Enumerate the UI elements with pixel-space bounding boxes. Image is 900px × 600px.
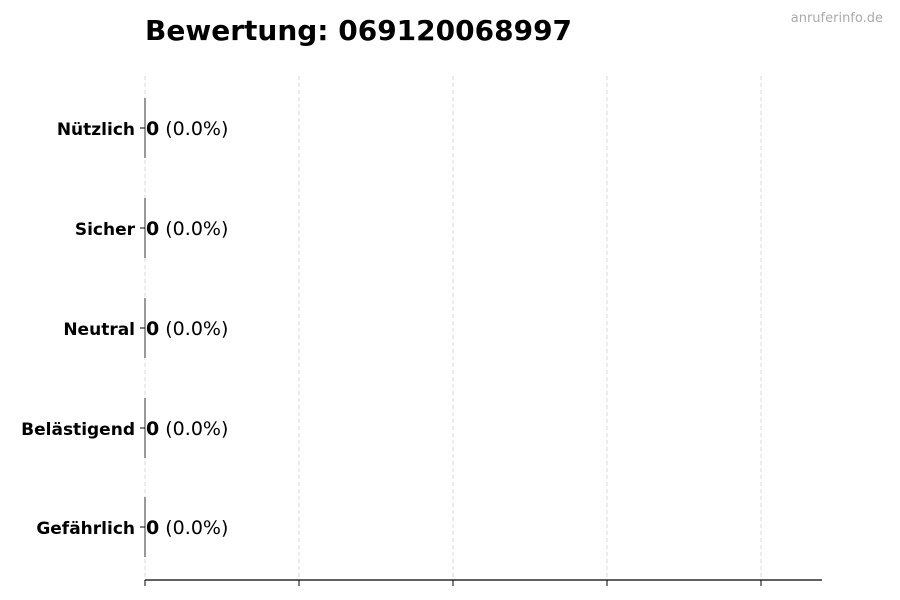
percent-label: (0.0%) xyxy=(159,418,228,440)
value-label: 0 xyxy=(146,318,159,340)
value-label: 0 xyxy=(146,118,159,140)
percent-label: (0.0%) xyxy=(159,218,228,240)
percent-label: (0.0%) xyxy=(159,118,228,140)
data-label: 0 (0.0%) xyxy=(146,418,228,440)
category-label: Belästigend xyxy=(21,420,135,440)
data-label: 0 (0.0%) xyxy=(146,517,228,539)
data-label: 0 (0.0%) xyxy=(146,318,228,340)
category-label: Gefährlich xyxy=(36,519,135,539)
percent-label: (0.0%) xyxy=(159,517,228,539)
value-label: 0 xyxy=(146,218,159,240)
watermark: anruferinfo.de xyxy=(791,11,883,26)
data-label: 0 (0.0%) xyxy=(146,118,228,140)
chart-title: Bewertung: 069120068997 xyxy=(145,14,572,47)
percent-label: (0.0%) xyxy=(159,318,228,340)
category-label: Sicher xyxy=(75,220,136,240)
category-label: Nützlich xyxy=(57,120,135,140)
value-label: 0 xyxy=(146,418,159,440)
data-label: 0 (0.0%) xyxy=(146,218,228,240)
value-label: 0 xyxy=(146,517,159,539)
category-label: Neutral xyxy=(63,320,135,340)
